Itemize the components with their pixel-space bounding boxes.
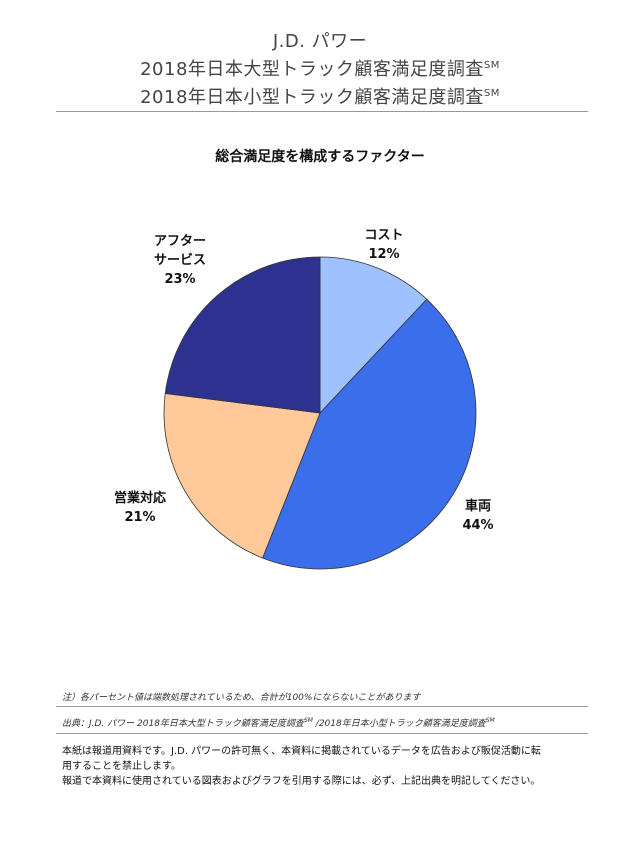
survey-title-small: 2018年日本小型トラック顧客満足度調査SM: [140, 87, 500, 108]
chart-title: 総合満足度を構成するファクター: [215, 149, 425, 165]
disclaimer-line1: 本紙は報道用資料です。J.D. パワーの許可無く、本資料に掲載されているデータを…: [62, 746, 541, 757]
slice-value-after-service: 23%: [164, 272, 196, 287]
slice-name-cost: コスト: [364, 228, 404, 243]
slice-label-sales: 営業対応 21%: [100, 489, 180, 527]
slice-name-vehicle: 車両: [464, 499, 491, 514]
slice-label-after-service: アフター サービス 23%: [140, 232, 220, 289]
pie-slice-after-service: [164, 256, 321, 414]
company-name: J.D. パワー: [272, 31, 368, 52]
disclaimer-line2: 用することを禁止します。: [62, 761, 181, 772]
pie-slice-sales: [163, 393, 321, 559]
disclaimer: 本紙は報道用資料です。J.D. パワーの許可無く、本資料に掲載されているデータを…: [62, 744, 592, 789]
slice-name-after-service-line2: サービス: [153, 253, 206, 268]
disclaimer-line3: 報道で本資料に使用されている図表およびグラフを引用する際には、必ず、上記出典を明…: [62, 776, 541, 787]
pie-slice-vehicle: [262, 298, 477, 570]
slice-value-vehicle: 44%: [462, 518, 494, 533]
slice-name-after-service-line1: アフター: [153, 234, 206, 249]
pie-slice-cost: [319, 256, 428, 415]
rounding-note: 注）各パーセント値は端数処理されているため、合計が100%にならないことがありま…: [62, 693, 421, 703]
source-note: 出典：J.D. パワー 2018年日本大型トラック顧客満足度調査SM /2018…: [62, 717, 495, 729]
slice-name-sales: 営業対応: [113, 491, 166, 506]
slice-label-cost: コスト 12%: [354, 226, 414, 264]
report-header: J.D. パワー 2018年日本大型トラック顧客満足度調査SM 2018年日本小…: [0, 30, 640, 110]
slice-value-sales: 21%: [124, 510, 156, 525]
source-divider: [56, 733, 588, 734]
note-divider: [56, 706, 588, 707]
survey-title-large: 2018年日本大型トラック顧客満足度調査SM: [140, 59, 500, 80]
header-divider: [56, 111, 588, 112]
slice-label-vehicle: 車両 44%: [448, 497, 508, 535]
slice-value-cost: 12%: [368, 247, 400, 262]
